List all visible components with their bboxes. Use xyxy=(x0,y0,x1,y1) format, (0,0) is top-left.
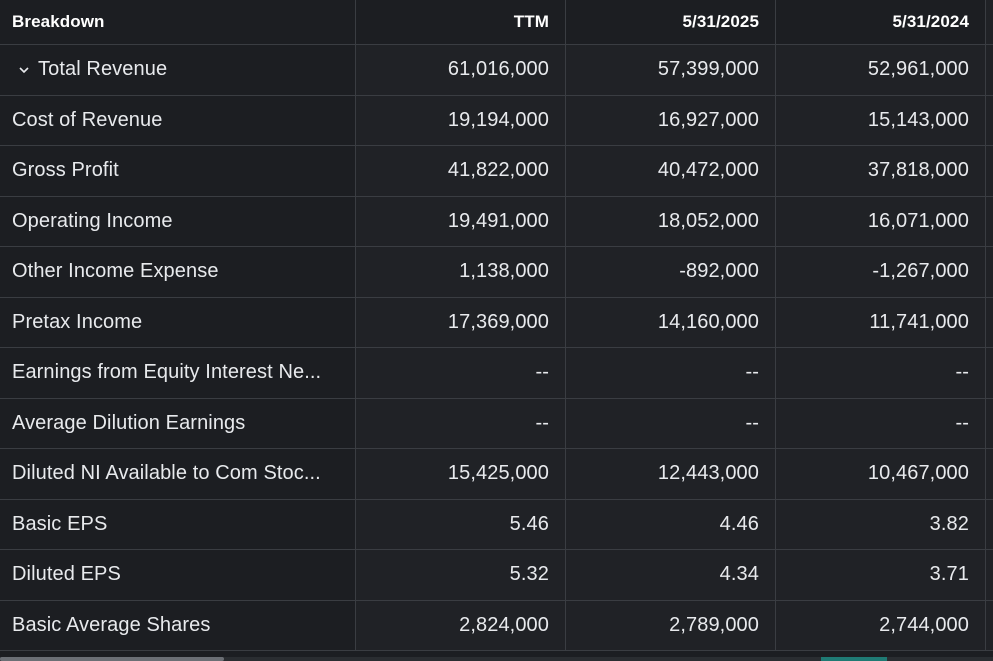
cell-2024: 52,961,000 xyxy=(776,45,986,95)
cell-2025: 4.46 xyxy=(566,499,776,549)
row-edge xyxy=(986,398,993,448)
cell-ttm: 5.46 xyxy=(356,499,566,549)
table-row: Earnings from Equity Interest Ne... -- -… xyxy=(0,348,993,399)
cell-2025: -- xyxy=(566,398,776,448)
table-row: Average Dilution Earnings -- -- -- xyxy=(0,398,993,449)
cell-2025: -- xyxy=(566,348,776,398)
cell-2025: 14,160,000 xyxy=(566,297,776,347)
cell-ttm: 15,425,000 xyxy=(356,449,566,499)
table-row[interactable]: Total Revenue 61,016,000 57,399,000 52,9… xyxy=(0,45,993,96)
cell-2024: 10,467,000 xyxy=(776,449,986,499)
row-label-text: Total Revenue xyxy=(38,58,168,81)
column-header-breakdown: Breakdown xyxy=(0,0,356,44)
table-row: Pretax Income 17,369,000 14,160,000 11,7… xyxy=(0,297,993,348)
row-label: Diluted EPS xyxy=(0,550,356,600)
row-label: Average Dilution Earnings xyxy=(0,398,356,448)
cell-ttm: 1,138,000 xyxy=(356,247,566,297)
table-row: Basic Average Shares 2,824,000 2,789,000… xyxy=(0,600,993,651)
table-row: Cost of Revenue 19,194,000 16,927,000 15… xyxy=(0,95,993,146)
cell-2025: 57,399,000 xyxy=(566,45,776,95)
scroll-indicator xyxy=(821,657,887,661)
scrollbar-thumb[interactable] xyxy=(0,657,224,661)
table-row: Other Income Expense 1,138,000 -892,000 … xyxy=(0,247,993,298)
cell-2025: 16,927,000 xyxy=(566,95,776,145)
horizontal-scrollbar[interactable] xyxy=(0,657,993,661)
cell-ttm: 41,822,000 xyxy=(356,146,566,196)
row-label: Other Income Expense xyxy=(0,247,356,297)
column-header-2024[interactable]: 5/31/2024 xyxy=(776,0,986,44)
row-label: Pretax Income xyxy=(0,297,356,347)
table-row: Gross Profit 41,822,000 40,472,000 37,81… xyxy=(0,146,993,197)
row-label-total-revenue[interactable]: Total Revenue xyxy=(0,45,356,95)
cell-2024: 3.82 xyxy=(776,499,986,549)
row-label: Cost of Revenue xyxy=(0,95,356,145)
cell-2024: 2,744,000 xyxy=(776,600,986,650)
table-header: Breakdown TTM 5/31/2025 5/31/2024 xyxy=(0,0,993,45)
cell-ttm: 17,369,000 xyxy=(356,297,566,347)
table-row: Basic EPS 5.46 4.46 3.82 xyxy=(0,499,993,550)
row-edge xyxy=(986,247,993,297)
row-edge xyxy=(986,297,993,347)
cell-2024: 37,818,000 xyxy=(776,146,986,196)
cell-ttm: 2,824,000 xyxy=(356,600,566,650)
cell-2024: 11,741,000 xyxy=(776,297,986,347)
cell-2025: -892,000 xyxy=(566,247,776,297)
row-edge xyxy=(986,600,993,650)
cell-ttm: 19,194,000 xyxy=(356,95,566,145)
cell-ttm: 5.32 xyxy=(356,550,566,600)
cell-ttm: -- xyxy=(356,348,566,398)
cell-ttm: -- xyxy=(356,398,566,448)
cell-2024: -1,267,000 xyxy=(776,247,986,297)
cell-2025: 4.34 xyxy=(566,550,776,600)
table-row: Operating Income 19,491,000 18,052,000 1… xyxy=(0,196,993,247)
column-edge xyxy=(986,0,993,44)
cell-2025: 18,052,000 xyxy=(566,196,776,246)
row-label: Basic Average Shares xyxy=(0,600,356,650)
chevron-down-icon[interactable] xyxy=(18,64,30,76)
cell-ttm: 61,016,000 xyxy=(356,45,566,95)
cell-2024: -- xyxy=(776,398,986,448)
table-row: Diluted EPS 5.32 4.34 3.71 xyxy=(0,550,993,601)
row-edge xyxy=(986,95,993,145)
table-row: Diluted NI Available to Com Stoc... 15,4… xyxy=(0,449,993,500)
row-edge xyxy=(986,348,993,398)
row-label: Basic EPS xyxy=(0,499,356,549)
row-edge xyxy=(986,550,993,600)
column-header-2025[interactable]: 5/31/2025 xyxy=(566,0,776,44)
row-edge xyxy=(986,45,993,95)
cell-2025: 2,789,000 xyxy=(566,600,776,650)
row-label: Operating Income xyxy=(0,196,356,246)
row-edge xyxy=(986,196,993,246)
cell-2024: 16,071,000 xyxy=(776,196,986,246)
row-label: Gross Profit xyxy=(0,146,356,196)
row-edge xyxy=(986,146,993,196)
row-edge xyxy=(986,449,993,499)
row-edge xyxy=(986,499,993,549)
cell-2024: 3.71 xyxy=(776,550,986,600)
row-label: Earnings from Equity Interest Ne... xyxy=(0,348,356,398)
column-header-ttm[interactable]: TTM xyxy=(356,0,566,44)
cell-2024: -- xyxy=(776,348,986,398)
row-label: Diluted NI Available to Com Stoc... xyxy=(0,449,356,499)
cell-2024: 15,143,000 xyxy=(776,95,986,145)
cell-2025: 12,443,000 xyxy=(566,449,776,499)
cell-ttm: 19,491,000 xyxy=(356,196,566,246)
cell-2025: 40,472,000 xyxy=(566,146,776,196)
